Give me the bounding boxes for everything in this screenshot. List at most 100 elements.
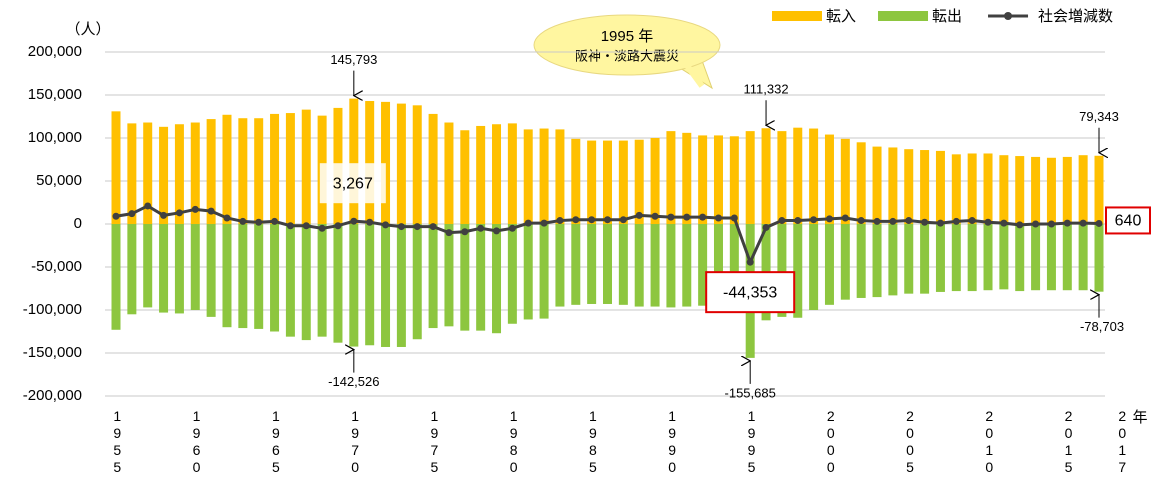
y-tick-label: -100,000	[23, 301, 82, 318]
bar	[999, 224, 1009, 290]
line-point	[746, 258, 754, 266]
bar	[460, 224, 470, 331]
line-point	[397, 223, 405, 231]
y-tick-label: 150,000	[28, 86, 82, 103]
line-point	[413, 223, 421, 231]
bar	[412, 105, 422, 224]
bar	[365, 101, 375, 224]
bar	[856, 224, 866, 298]
bar	[698, 135, 708, 224]
bar	[682, 224, 692, 307]
bar	[460, 130, 470, 224]
bar	[270, 224, 280, 332]
bar	[682, 132, 692, 224]
bar	[444, 122, 454, 224]
data-label: -78,703	[1080, 319, 1124, 334]
bar	[285, 113, 295, 224]
line-point	[207, 207, 215, 215]
line-point	[825, 215, 833, 223]
line-point	[239, 217, 247, 225]
line-point	[905, 217, 913, 225]
bar	[238, 224, 248, 329]
y-tick-label: -200,000	[23, 387, 82, 404]
line-point	[1016, 221, 1024, 229]
bar	[1046, 157, 1056, 224]
bar	[492, 124, 502, 224]
bar	[983, 153, 993, 224]
bar	[587, 140, 597, 224]
line-point	[493, 227, 501, 235]
bar	[365, 224, 375, 346]
bar	[809, 224, 819, 310]
line-point	[762, 223, 770, 231]
bar	[856, 142, 866, 224]
bar	[1062, 156, 1072, 224]
line-point	[286, 222, 294, 230]
line-point	[508, 224, 516, 232]
line-point	[604, 216, 611, 224]
line-point	[334, 222, 342, 230]
label-box	[705, 271, 796, 314]
bar	[159, 126, 169, 224]
bar	[872, 224, 882, 298]
bar	[159, 224, 169, 313]
bar	[523, 224, 533, 320]
line-point	[810, 216, 818, 224]
bar	[507, 224, 517, 324]
data-label: 145,793	[330, 52, 377, 67]
bar	[222, 224, 232, 328]
line-point	[651, 212, 659, 220]
line-point	[873, 217, 881, 225]
line-point	[921, 218, 929, 226]
bar	[317, 224, 327, 337]
x-tick-label: 2010	[981, 408, 997, 476]
line-point	[175, 209, 183, 217]
bar	[381, 101, 391, 224]
bar	[904, 224, 914, 294]
y-tick-label: 100,000	[28, 129, 82, 146]
bar	[793, 127, 803, 224]
bar	[666, 131, 676, 224]
bar	[428, 224, 438, 329]
bar	[143, 224, 153, 308]
line-point	[952, 217, 960, 225]
data-label: 640	[1115, 213, 1142, 230]
line-point	[382, 221, 390, 229]
bar	[729, 224, 739, 311]
bar	[935, 150, 945, 224]
bar	[618, 224, 628, 305]
legend-label: 転出	[932, 8, 962, 25]
x-tick-label: 1980	[506, 408, 522, 476]
x-tick-label: 1990	[664, 408, 680, 476]
bar	[444, 224, 454, 327]
bar	[840, 138, 850, 224]
y-tick-label: -50,000	[31, 258, 82, 275]
legend-label: 転入	[826, 8, 856, 25]
legend-swatch	[772, 11, 822, 21]
bar	[1094, 224, 1104, 292]
x-unit: 年	[1132, 409, 1147, 426]
line-point	[699, 213, 707, 221]
bar	[190, 224, 200, 310]
y-tick-label: -150,000	[23, 344, 82, 361]
bar	[713, 224, 723, 306]
line-point	[429, 223, 437, 231]
y-tick-label: 50,000	[36, 172, 82, 189]
y-tick-label: 200,000	[28, 43, 82, 60]
bar	[920, 224, 930, 294]
bar	[174, 224, 184, 314]
bar	[888, 147, 898, 224]
x-tick-label: 2015	[1061, 408, 1077, 476]
bar	[127, 123, 137, 224]
bar	[793, 224, 803, 318]
bar	[1015, 156, 1025, 224]
bar	[143, 122, 153, 224]
line-point	[635, 211, 643, 219]
line-point	[778, 217, 786, 225]
x-tick-label: 1960	[189, 408, 205, 476]
line-point	[477, 224, 485, 232]
line-point	[619, 216, 627, 224]
bar	[254, 224, 264, 329]
line-point	[302, 222, 310, 230]
bar	[539, 128, 549, 224]
